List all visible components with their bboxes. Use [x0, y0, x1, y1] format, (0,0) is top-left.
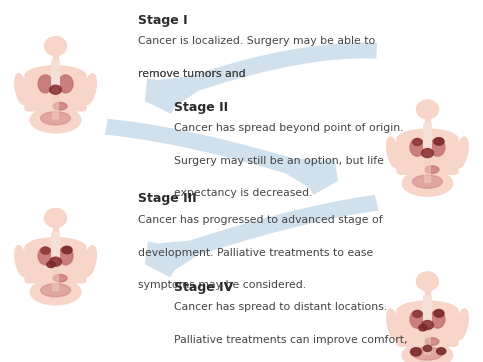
Text: Stage I: Stage I — [138, 14, 187, 28]
Circle shape — [422, 149, 433, 157]
Ellipse shape — [53, 274, 67, 282]
Ellipse shape — [387, 137, 399, 168]
Bar — [425, 287, 430, 300]
Ellipse shape — [53, 102, 67, 110]
Text: Cancer has spread beyond point of origin.: Cancer has spread beyond point of origin… — [174, 123, 403, 133]
Ellipse shape — [430, 310, 445, 328]
Circle shape — [434, 310, 444, 317]
Ellipse shape — [402, 171, 453, 196]
Ellipse shape — [58, 75, 73, 93]
FancyBboxPatch shape — [25, 244, 86, 283]
Circle shape — [413, 311, 422, 317]
Ellipse shape — [38, 75, 53, 93]
Ellipse shape — [15, 74, 28, 104]
Ellipse shape — [412, 175, 442, 188]
Bar — [53, 223, 58, 237]
Ellipse shape — [30, 107, 81, 133]
Ellipse shape — [402, 342, 453, 362]
Bar — [53, 51, 58, 65]
FancyBboxPatch shape — [397, 136, 458, 174]
Ellipse shape — [84, 246, 96, 276]
Circle shape — [411, 348, 422, 356]
Text: expectancy is decreased.: expectancy is decreased. — [174, 188, 313, 198]
Circle shape — [47, 261, 55, 268]
FancyBboxPatch shape — [397, 308, 458, 346]
Text: Stage III: Stage III — [138, 192, 196, 205]
FancyBboxPatch shape — [53, 257, 58, 291]
Ellipse shape — [416, 100, 439, 119]
Ellipse shape — [38, 247, 53, 265]
Text: Cancer is localized. Surgery may be able to: Cancer is localized. Surgery may be able… — [138, 36, 375, 46]
Ellipse shape — [410, 310, 425, 328]
Ellipse shape — [412, 347, 442, 360]
Polygon shape — [105, 119, 338, 195]
Text: development. Palliative treatments to ease: development. Palliative treatments to ea… — [138, 248, 373, 258]
Ellipse shape — [30, 279, 81, 305]
Ellipse shape — [15, 246, 28, 276]
Circle shape — [50, 257, 61, 266]
FancyBboxPatch shape — [53, 85, 58, 119]
Circle shape — [419, 325, 427, 331]
FancyBboxPatch shape — [424, 296, 431, 322]
Text: Palliative treatments can improve comfort,: Palliative treatments can improve comfor… — [174, 335, 407, 345]
Circle shape — [423, 345, 432, 352]
Text: Cancer has progressed to advanced stage of: Cancer has progressed to advanced stage … — [138, 215, 382, 226]
Text: remove tumors and: remove tumors and — [138, 69, 249, 79]
Circle shape — [422, 321, 433, 329]
Text: symptoms may be considered.: symptoms may be considered. — [138, 280, 306, 290]
Text: Surgery may still be an option, but life: Surgery may still be an option, but life — [174, 156, 384, 165]
Polygon shape — [145, 42, 377, 114]
FancyBboxPatch shape — [425, 320, 430, 354]
Ellipse shape — [425, 338, 439, 345]
Ellipse shape — [26, 238, 85, 257]
Ellipse shape — [416, 272, 439, 291]
Ellipse shape — [398, 301, 457, 320]
Text: remove tumors and: remove tumors and — [138, 69, 249, 79]
Circle shape — [50, 85, 61, 94]
Ellipse shape — [387, 309, 399, 340]
Ellipse shape — [44, 37, 67, 55]
Ellipse shape — [84, 74, 96, 104]
Circle shape — [62, 246, 72, 254]
Circle shape — [41, 247, 50, 254]
Ellipse shape — [398, 129, 457, 148]
Ellipse shape — [425, 166, 439, 173]
FancyBboxPatch shape — [25, 72, 86, 111]
Ellipse shape — [410, 138, 425, 156]
Ellipse shape — [58, 247, 73, 265]
FancyBboxPatch shape — [52, 60, 59, 87]
Polygon shape — [145, 195, 379, 277]
Ellipse shape — [430, 138, 445, 156]
FancyBboxPatch shape — [424, 124, 431, 150]
Ellipse shape — [455, 137, 468, 168]
FancyBboxPatch shape — [52, 232, 59, 259]
Bar — [425, 114, 430, 128]
Ellipse shape — [455, 309, 468, 340]
Text: Stage II: Stage II — [174, 101, 228, 114]
Circle shape — [437, 348, 446, 355]
Circle shape — [434, 138, 444, 145]
Ellipse shape — [44, 209, 67, 227]
Text: Cancer has spread to distant locations.: Cancer has spread to distant locations. — [174, 302, 387, 312]
Text: Stage IV: Stage IV — [174, 281, 233, 294]
Ellipse shape — [26, 66, 85, 85]
Circle shape — [413, 139, 422, 146]
Ellipse shape — [41, 284, 71, 297]
FancyBboxPatch shape — [425, 148, 430, 182]
Ellipse shape — [41, 112, 71, 125]
